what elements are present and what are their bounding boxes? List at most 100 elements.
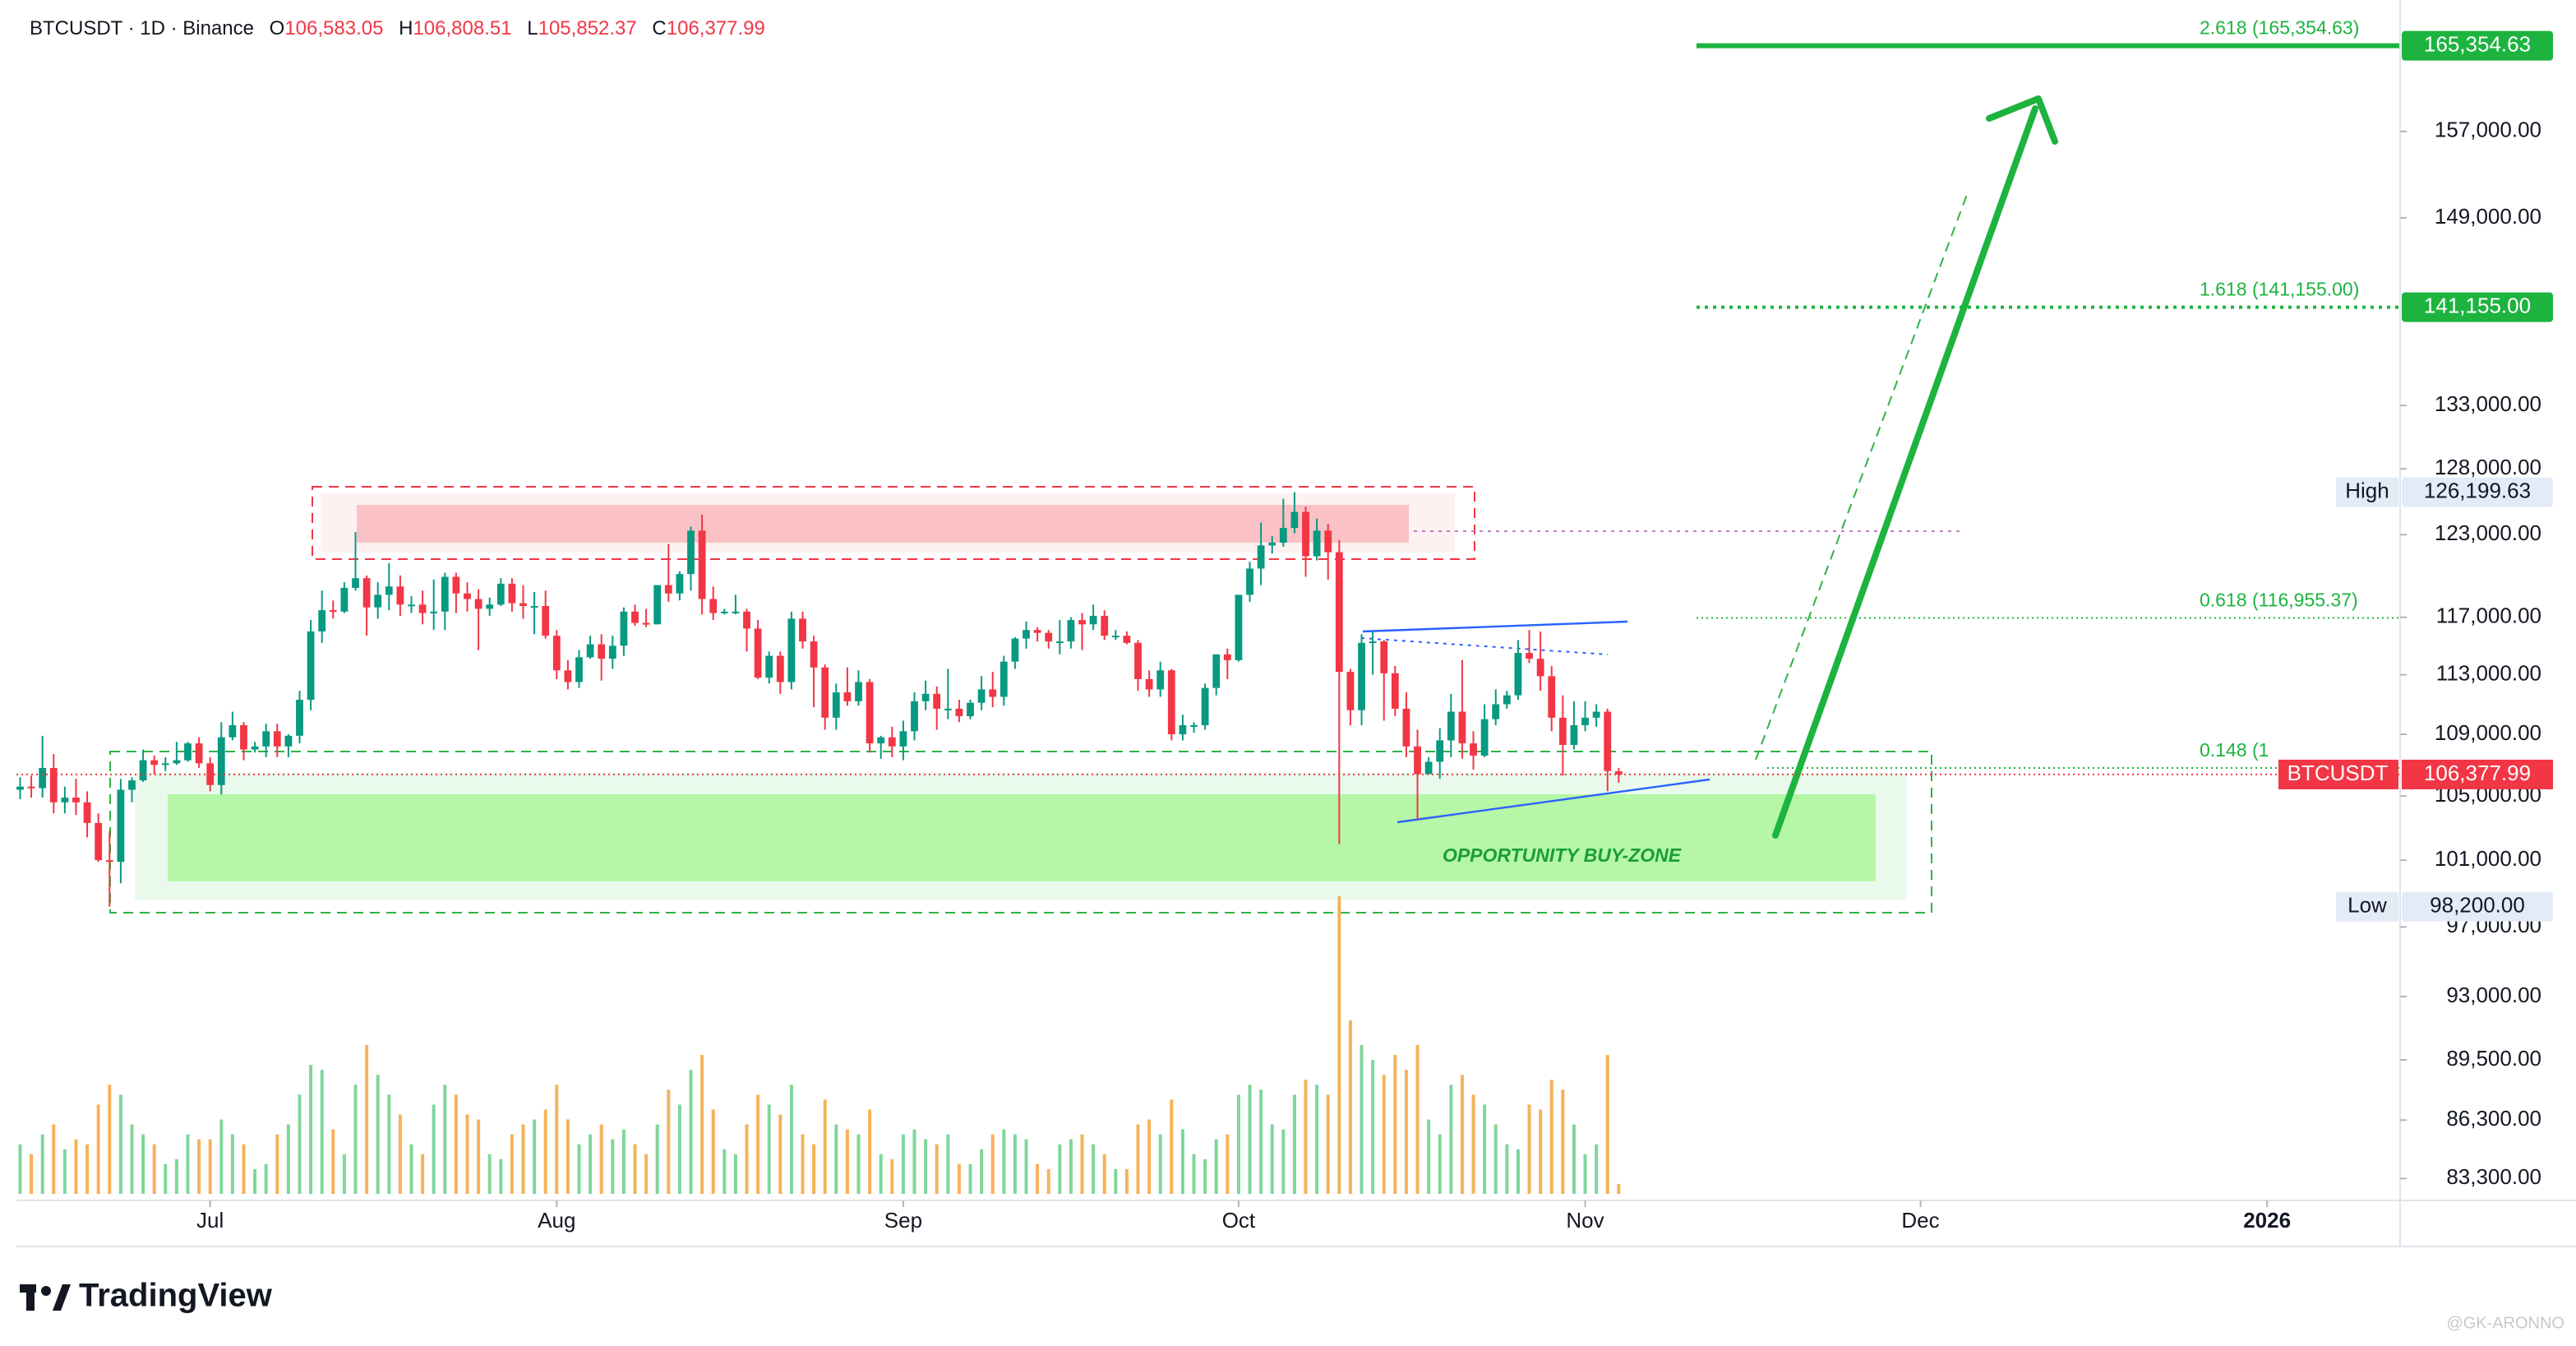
volume-bar (1214, 1139, 1218, 1194)
candle-body (1078, 620, 1086, 625)
volume-bar (1483, 1104, 1487, 1194)
candle-body (474, 599, 482, 609)
volume-bar (1583, 1154, 1587, 1194)
candle-body (117, 789, 125, 863)
volume-bar (331, 1129, 335, 1194)
volume-bar (85, 1144, 90, 1194)
candle-body (240, 724, 247, 750)
volume-bar (1046, 1168, 1050, 1194)
volume-bar (801, 1134, 805, 1194)
x-tick-label: Jul (196, 1208, 224, 1233)
volume-bar (1415, 1045, 1420, 1194)
axes: 83,300.0086,300.0089,500.0093,000.0097,0… (196, 30, 2553, 1233)
candle-body (284, 735, 293, 747)
candle-body (1558, 717, 1567, 745)
volume-bar (789, 1085, 793, 1194)
candle-body (408, 604, 415, 607)
candle-body (732, 611, 740, 613)
volume-bar (533, 1119, 537, 1194)
candle-body (83, 802, 91, 823)
volume-bar (856, 1134, 861, 1194)
volume-bar (1259, 1089, 1263, 1194)
candle-body (1279, 528, 1287, 543)
volume-bar (655, 1124, 659, 1194)
candle-body (1480, 719, 1489, 756)
candle-body (441, 576, 449, 612)
candle-body (72, 798, 80, 803)
volume-bar (398, 1114, 402, 1194)
candle-body (1167, 670, 1175, 735)
candle-body (1581, 717, 1589, 725)
ohlc-value: 106,377.99 (667, 17, 765, 39)
volume-bar (1605, 1055, 1609, 1194)
candle-body (1447, 711, 1455, 741)
candle-body (508, 583, 516, 604)
y-tick-label: 133,000.00 (2435, 391, 2541, 416)
candle-body (1111, 636, 1119, 638)
volume-bar (1226, 1134, 1230, 1194)
logo-mark (41, 1286, 51, 1296)
candle-body (1302, 511, 1309, 557)
volume-bar (320, 1070, 324, 1194)
volume-bar (499, 1159, 503, 1194)
volume-bar (689, 1070, 693, 1194)
candle-body (944, 708, 952, 710)
price-badge (2402, 30, 2553, 61)
volume-bar (1460, 1075, 1464, 1194)
volume-bar (1326, 1094, 1330, 1194)
candle-body (173, 760, 181, 764)
price-axis (2400, 0, 2576, 1247)
volume-bar (733, 1154, 737, 1194)
price-badge (2402, 292, 2553, 322)
volume-bar (834, 1124, 838, 1194)
volume-bar (164, 1163, 168, 1194)
ohlc-key: C (652, 17, 666, 39)
symbol: BTCUSDT · 1D · Binance (30, 17, 254, 39)
x-tick-label: Oct (1222, 1208, 1256, 1233)
volume-bar (711, 1109, 715, 1194)
candle-body (598, 644, 606, 659)
candle-body (1223, 654, 1231, 660)
volume-bar (1203, 1159, 1207, 1194)
candle-body (709, 599, 718, 613)
candle-body (821, 667, 829, 718)
candle-body (16, 786, 24, 790)
candle-body (1424, 761, 1433, 775)
candle-body (195, 743, 203, 764)
candle-body (1380, 641, 1388, 673)
volume-bar (745, 1124, 749, 1194)
candle-body (1570, 724, 1578, 745)
candle-body (1246, 568, 1253, 595)
chart-header: BTCUSDT · 1D · Binance O106,583.05 H106,… (30, 17, 765, 39)
volume-bar (621, 1129, 626, 1194)
volume-bar (1449, 1085, 1453, 1194)
volume-bar (1561, 1089, 1565, 1194)
fib-label: 1.618 (141,155.00) (2200, 279, 2359, 300)
ohlc-value: 106,808.51 (413, 17, 511, 39)
candle-body (999, 661, 1008, 697)
candle-body (776, 655, 784, 682)
name-badge-label: Low (2347, 893, 2387, 918)
volume-bar (477, 1119, 481, 1194)
volume-bar (152, 1144, 156, 1194)
volume-bar (700, 1055, 704, 1194)
volume-bar (1493, 1124, 1498, 1194)
volume-bar (1180, 1129, 1184, 1194)
volume-bar (1360, 1045, 1364, 1194)
projection-dashed (1755, 192, 1969, 761)
volume-bar (589, 1134, 593, 1194)
volume-bar (677, 1104, 681, 1194)
watermark: @GK-ARONNO (2446, 1314, 2564, 1332)
volume-bar (1539, 1109, 1543, 1194)
volume-bar (432, 1104, 436, 1194)
volume-bar (890, 1159, 894, 1194)
volume-bar (566, 1119, 570, 1194)
name-badge-label: High (2345, 478, 2389, 502)
candle-body (832, 692, 840, 718)
candle-body (1055, 641, 1064, 644)
volume-bar (342, 1154, 346, 1194)
volume-bar (901, 1134, 905, 1194)
volume-bar (1404, 1070, 1408, 1194)
volume-bar (1427, 1119, 1431, 1194)
